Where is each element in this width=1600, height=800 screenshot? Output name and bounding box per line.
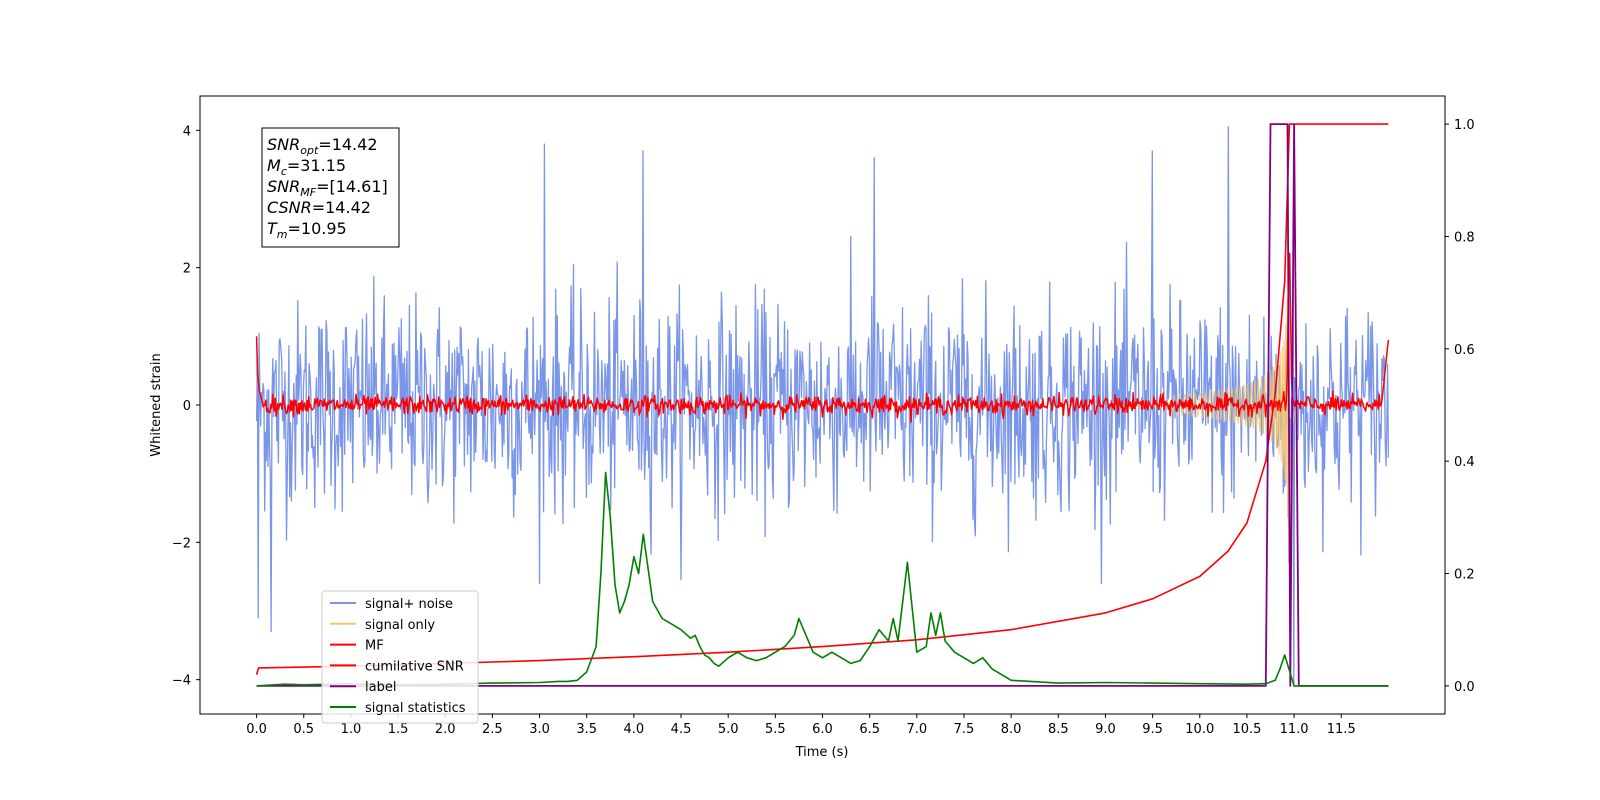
legend-entry: label: [365, 680, 396, 695]
x-tick-label: 6.5: [859, 722, 880, 737]
legend-entry: signal statistics: [365, 701, 466, 716]
x-tick-label: 4.5: [671, 722, 692, 737]
annotation-line: SNRMF=[14.61]: [267, 177, 388, 199]
x-tick-label: 1.0: [341, 722, 362, 737]
y-tick-label: 2: [183, 262, 191, 277]
annotation-line: CSNR=14.42: [267, 198, 371, 217]
x-tick-label: 1.5: [388, 722, 409, 737]
x-tick-label: 5.5: [765, 722, 786, 737]
y-axis-right: 1.0 0.8 0.6 0.4 0.2 0.0: [1445, 118, 1475, 695]
x-axis-label: Time (s): [795, 745, 849, 760]
series-signal-statistics: [256, 471, 1389, 687]
x-tick-label: 3.5: [576, 722, 597, 737]
legend-entry: signal only: [365, 618, 435, 633]
x-axis: 0.0 0.5 1.0 1.5 2.0 2.5 3.0 3.5 4.0 4.5 5.0 5.5 6.0 6…: [246, 714, 1356, 737]
x-tick-label: 8.5: [1048, 722, 1069, 737]
x-tick-label: 11.0: [1280, 722, 1309, 737]
x-tick-label: 2.0: [435, 722, 456, 737]
x-tick-label: 7.0: [906, 722, 927, 737]
annotation-box: SNRopt=14.42Mc=31.15SNRMF=[14.61]CSNR=14…: [261, 127, 400, 248]
legend-entry: MF: [365, 639, 384, 654]
x-tick-label: 7.5: [954, 722, 975, 737]
legend-entry: cumilative SNR: [365, 659, 464, 674]
x-tick-label: 2.5: [482, 722, 503, 737]
x-tick-label: 0.0: [246, 722, 267, 737]
y-axis-left: 4 2 0 −2 −4: [172, 124, 200, 689]
y-tick-label: 0: [183, 399, 191, 414]
x-tick-label: 6.0: [812, 722, 833, 737]
series-signal-only: [1105, 276, 1309, 563]
x-tick-label: 9.0: [1095, 722, 1116, 737]
y2-tick-label: 0.6: [1454, 343, 1475, 358]
y-tick-label: −4: [172, 674, 191, 689]
legend: signal+ noise signal only MF cumilative SNR…: [321, 590, 479, 724]
series-label: [256, 123, 1389, 687]
x-tick-label: 5.0: [718, 722, 739, 737]
series-mf: [255, 252, 1390, 423]
x-tick-label: 10.5: [1232, 722, 1261, 737]
x-tick-label: 0.5: [293, 722, 314, 737]
x-tick-label: 9.5: [1142, 722, 1163, 737]
y-tick-label: −2: [172, 536, 191, 551]
x-tick-label: 8.0: [1001, 722, 1022, 737]
x-tick-label: 4.0: [624, 722, 645, 737]
annotation-line: Tm=10.95: [267, 219, 347, 241]
y2-tick-label: 1.0: [1454, 118, 1475, 133]
y2-tick-label: 0.2: [1454, 568, 1475, 583]
y-tick-label: 4: [183, 124, 191, 139]
legend-entry: signal+ noise: [365, 597, 453, 612]
y2-tick-label: 0.4: [1454, 455, 1475, 470]
annotation-frame: [261, 127, 400, 248]
y2-tick-label: 0.0: [1454, 680, 1475, 695]
y-axis-label: Whitened strain: [149, 353, 164, 456]
annotation-line: SNRopt=14.42: [267, 135, 378, 157]
x-tick-label: 11.5: [1327, 722, 1356, 737]
x-tick-label: 3.0: [529, 722, 550, 737]
y2-tick-label: 0.8: [1454, 230, 1475, 245]
annotation-line: Mc=31.15: [267, 156, 346, 178]
x-tick-label: 10.0: [1185, 722, 1214, 737]
legend-frame: [321, 590, 479, 724]
